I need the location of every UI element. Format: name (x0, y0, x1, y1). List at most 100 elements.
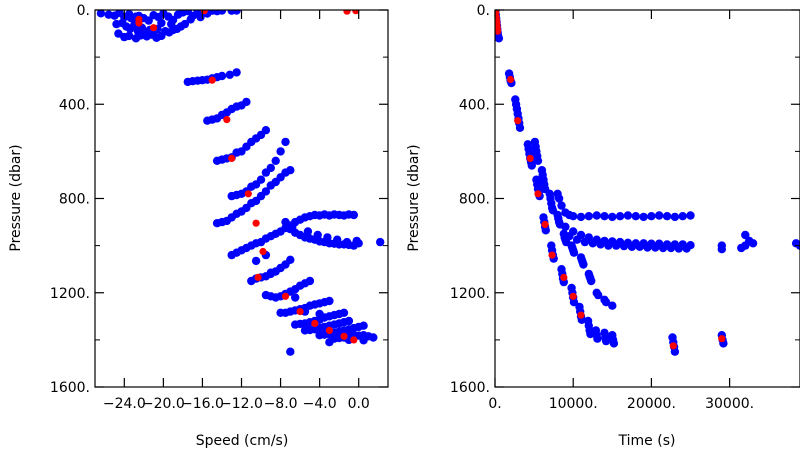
data-point-p1-207 (339, 308, 349, 317)
data-point-p2-164 (658, 243, 668, 253)
data-point-p2-120 (600, 212, 609, 221)
x-tick-label-p1-2: −16.0 (181, 396, 224, 412)
data-point-p1-242 (266, 268, 275, 277)
highlight-point-p2-16 (718, 335, 726, 343)
data-point-p2-63 (609, 339, 619, 348)
data-point-p2-113 (557, 201, 566, 210)
y-tick-label-p2-2: 800. (459, 192, 490, 208)
y-tick-label-p1-3: 1200. (50, 286, 90, 302)
data-point-p2-57 (593, 334, 602, 343)
data-point-p2-117 (576, 212, 586, 222)
data-point-p1-24 (232, 10, 241, 15)
data-point-p1-54 (167, 19, 176, 29)
data-point-p2-152 (565, 232, 574, 241)
data-point-p2-125 (639, 212, 648, 222)
highlight-point-p1-4 (343, 10, 351, 15)
data-point-p1-227 (359, 321, 368, 330)
data-point-p2-25 (527, 161, 536, 170)
data-point-p1-196 (325, 296, 334, 306)
time-pressure-panel: 0.400.800.1200.1600.0. 10000. 20000. 30000.… (406, 3, 800, 449)
data-point-p2-166 (674, 244, 683, 253)
data-point-p1-67 (225, 70, 234, 80)
highlight-point-p1-12 (254, 273, 262, 281)
data-point-p1-77 (242, 97, 251, 107)
data-point-p1-55 (186, 15, 195, 24)
highlight-point-p1-11 (259, 247, 267, 256)
highlight-point-p1-13 (281, 292, 290, 300)
data-point-p1-42 (180, 19, 190, 29)
data-point-p2-124 (631, 212, 640, 221)
highlight-point-p1-17 (340, 332, 348, 340)
data-point-p2-161 (635, 242, 644, 251)
y-tick-label-p1-4: 1600. (50, 380, 90, 396)
highlight-point-p2-10 (541, 220, 549, 228)
data-point-p2-155 (588, 239, 597, 248)
data-point-p2-8 (495, 34, 504, 43)
y-tick-label-p2-1: 400. (459, 97, 490, 113)
x-tick-label-p2-0: 0. (488, 396, 501, 412)
data-point-p2-67 (670, 347, 680, 356)
speed-pressure-panel: 0. 400. 800. 1200. 1600. −24.0−20.0−16.0−12.0… (8, 3, 389, 449)
y-tick-label-p1-0: 0. (77, 3, 90, 19)
panel1-x-axis-label: Speed (cm/s) (196, 433, 289, 449)
panel2-y-axis-label: Pressure (dbar) (406, 144, 422, 251)
highlight-point-p1-15 (311, 319, 319, 327)
data-point-p1-142 (349, 210, 358, 220)
data-point-p1-88 (261, 126, 271, 135)
data-point-p2-162 (643, 243, 652, 252)
data-point-p2-46 (569, 298, 579, 307)
data-point-p1-45 (125, 31, 134, 41)
data-point-p2-127 (655, 211, 664, 220)
data-point-p1-162 (313, 230, 322, 240)
highlight-point-p1-1 (135, 19, 143, 27)
data-point-p1-240 (359, 336, 368, 345)
data-point-p1-53 (157, 18, 166, 28)
data-point-p2-168 (717, 245, 726, 254)
data-point-p2-34 (541, 226, 550, 235)
panel2-x-axis-label: Time (s) (618, 433, 676, 449)
highlight-point-p1-8 (228, 154, 236, 162)
panel1-ticks: 0. 400. 800. 1200. 1600. −24.0−20.0−16.0−12.0… (50, 3, 388, 412)
data-point-p2-157 (604, 241, 613, 250)
data-point-p2-109 (601, 298, 611, 307)
data-point-p2-75 (533, 156, 543, 165)
data-point-p2-101 (579, 260, 588, 269)
data-point-p2-165 (666, 243, 676, 253)
data-point-p1-97 (266, 163, 275, 173)
data-point-p2-160 (627, 242, 637, 251)
x-tick-label-p1-3: −12.0 (220, 396, 263, 412)
data-point-p2-132 (561, 222, 570, 231)
data-point-p1-111 (261, 187, 271, 196)
x-tick-label-p1-4: −8.0 (264, 396, 298, 412)
data-point-p1-246 (315, 309, 324, 319)
data-point-p2-154 (580, 237, 590, 247)
data-point-p1-95 (256, 175, 266, 184)
data-point-p1-159 (281, 217, 290, 227)
data-point-p2-153 (572, 235, 582, 244)
highlight-point-p1-6 (208, 76, 216, 84)
highlight-point-p2-12 (560, 273, 568, 281)
data-point-p1-237 (286, 347, 295, 356)
highlight-point-p2-13 (569, 292, 577, 300)
y-tick-label-p2-3: 1200. (450, 286, 490, 302)
data-point-p1-99 (276, 147, 285, 156)
panel2-marks (495, 10, 800, 356)
data-point-p2-170 (741, 230, 750, 240)
highlight-point-p2-6 (507, 75, 515, 84)
y-tick-label-p1-1: 400. (59, 97, 90, 113)
x-tick-label-p2-1: 10000. (549, 396, 598, 412)
data-point-p1-243 (251, 256, 261, 266)
y-tick-label-p1-2: 800. (59, 192, 90, 208)
highlight-point-p2-11 (548, 251, 556, 259)
data-point-p1-165 (342, 237, 352, 247)
x-tick-label-p1-0: −24.0 (103, 396, 146, 412)
data-point-p2-110 (608, 301, 617, 310)
data-point-p2-116 (569, 212, 578, 221)
data-point-p2-97 (569, 248, 579, 257)
data-point-p2-156 (596, 240, 605, 249)
data-point-p2-19 (515, 123, 525, 132)
highlight-point-p1-5 (352, 10, 360, 15)
data-point-p1-238 (325, 338, 334, 347)
x-tick-label-p2-2: 20000. (627, 396, 676, 412)
